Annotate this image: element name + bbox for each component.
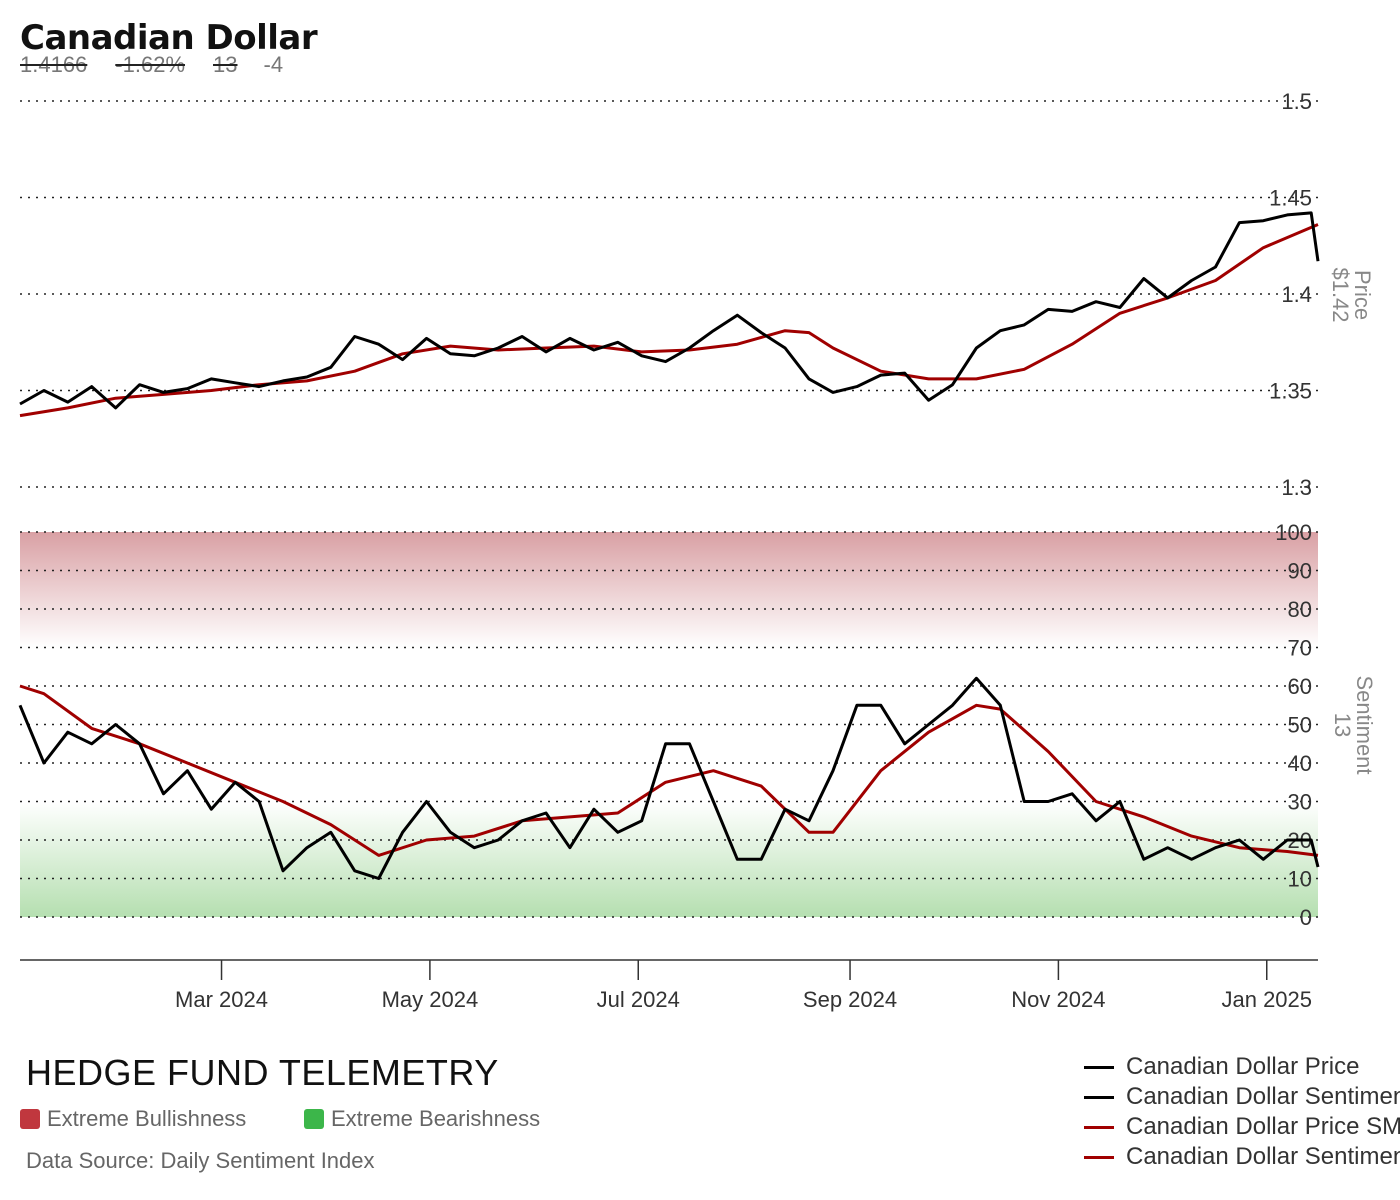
y-tick-label: 60 bbox=[1288, 674, 1312, 699]
key-bearish: Extreme Bearishness bbox=[304, 1106, 540, 1132]
y-tick-label: 1.35 bbox=[1269, 379, 1312, 404]
y-tick-label: 80 bbox=[1288, 597, 1312, 622]
legend-item: Canadian Dollar Sentiment bbox=[1084, 1082, 1400, 1112]
legend-label: Canadian Dollar Price bbox=[1126, 1053, 1360, 1080]
sentiment-bands bbox=[20, 532, 1318, 917]
bullish-swatch bbox=[20, 1109, 40, 1129]
y-tick-label: 30 bbox=[1288, 790, 1312, 815]
y-tick-label: 70 bbox=[1288, 636, 1312, 661]
legend-item: Canadian Dollar Price SMA bbox=[1084, 1112, 1400, 1142]
y-tick-label: 50 bbox=[1288, 713, 1312, 738]
legend-item: Canadian Dollar Price bbox=[1084, 1052, 1400, 1082]
price-line bbox=[19, 211, 1320, 410]
legend: Canadian Dollar Price Canadian Dollar Se… bbox=[1084, 1052, 1400, 1182]
legend-line bbox=[1084, 1095, 1114, 1099]
price-axis-value: $1.42 bbox=[1328, 267, 1353, 322]
y-tick-label: 1.3 bbox=[1281, 475, 1312, 500]
y-tick-label: 1.5 bbox=[1281, 89, 1312, 114]
price-axis-title: Price bbox=[1350, 270, 1375, 320]
sentiment-axis-value: 13 bbox=[1330, 713, 1355, 737]
sentiment-line bbox=[18, 676, 1320, 880]
brand-name: HEDGE FUND TELEMETRY bbox=[26, 1052, 499, 1093]
sentiment-axis-title: Sentiment bbox=[1352, 675, 1377, 774]
sentiment-sma-line bbox=[19, 684, 1319, 857]
legend-rows: Canadian Dollar Price Canadian Dollar Se… bbox=[1084, 1052, 1400, 1172]
legend-line bbox=[1084, 1065, 1114, 1069]
legend-label: Canadian Dollar Sentiment bbox=[1126, 1083, 1400, 1110]
y-tick-label: 1.45 bbox=[1269, 186, 1312, 211]
stat-sentiment: 13 bbox=[213, 52, 238, 77]
extreme-bearish-band bbox=[20, 801, 1318, 917]
y-tick-label: 100 bbox=[1275, 520, 1312, 545]
x-tick-label: Nov 2024 bbox=[1011, 987, 1105, 1012]
bearish-swatch bbox=[304, 1109, 324, 1129]
stat-sentiment-change: -4 bbox=[263, 52, 284, 77]
x-tick-label: Jan 2025 bbox=[1221, 987, 1312, 1012]
key-bullish: Extreme Bullishness bbox=[20, 1106, 246, 1132]
extreme-bullish-band bbox=[20, 532, 1318, 648]
price-sma-line bbox=[19, 223, 1319, 418]
y-tick-label: 0 bbox=[1300, 905, 1312, 930]
y-tick-label: 10 bbox=[1288, 867, 1312, 892]
stat-change: -1.62% bbox=[115, 52, 186, 77]
x-tick-label: Sep 2024 bbox=[803, 987, 897, 1012]
data-source: Data Source: Daily Sentiment Index bbox=[26, 1148, 375, 1173]
x-tick-label: Jul 2024 bbox=[597, 987, 680, 1012]
chart-title: Canadian Dollar bbox=[20, 18, 318, 58]
legend-item: Canadian Dollar Sentiment SMA bbox=[1084, 1142, 1400, 1172]
y-tick-label: 40 bbox=[1288, 751, 1312, 776]
header-stats: 1.4166 -1.62% 13 -4 bbox=[20, 52, 283, 78]
legend-label: Canadian Dollar Sentiment SMA bbox=[1126, 1143, 1400, 1170]
legend-line bbox=[1084, 1155, 1114, 1159]
chart-canvas: 1.51.451.41.351.31009080706050403020100 … bbox=[18, 89, 1377, 1012]
legend-line bbox=[1084, 1125, 1114, 1129]
series-lines bbox=[18, 211, 1320, 880]
stat-price: 1.4166 bbox=[20, 52, 88, 77]
key-bearish-label: Extreme Bearishness bbox=[331, 1106, 541, 1131]
x-tick-label: May 2024 bbox=[382, 987, 479, 1012]
y-tick-label: 1.4 bbox=[1281, 282, 1312, 307]
stats-struck: 1.4166 -1.62% 13 bbox=[20, 52, 264, 77]
x-tick-label: Mar 2024 bbox=[175, 987, 268, 1012]
x-axis: Mar 2024 May 2024 Jul 2024 Sep 2024 Nov 2024… bbox=[20, 959, 1318, 1012]
key-bullish-label: Extreme Bullishness bbox=[47, 1106, 247, 1131]
gridlines bbox=[20, 100, 1318, 918]
y-tick-label: 90 bbox=[1288, 559, 1312, 584]
legend-label: Canadian Dollar Price SMA bbox=[1126, 1113, 1400, 1140]
